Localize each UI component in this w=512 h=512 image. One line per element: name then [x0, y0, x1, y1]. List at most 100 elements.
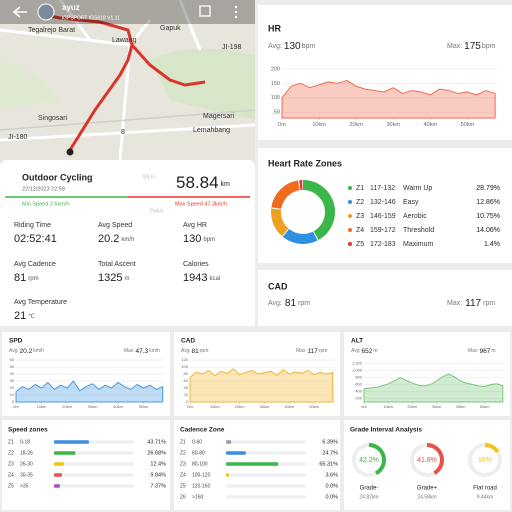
max-label: Max	[468, 348, 478, 354]
ring	[410, 443, 444, 477]
avg-stat: Avg 20.2km/h	[9, 348, 44, 355]
zone-range: 60-80	[192, 450, 205, 456]
share-button[interactable]	[199, 5, 211, 17]
zone-name: Z1	[180, 439, 186, 445]
cad-avg-label: Avg:	[268, 300, 282, 307]
zone-name: Z3	[180, 461, 186, 467]
map-label: JI-180	[8, 134, 28, 141]
y-tick-label: 400	[355, 389, 362, 394]
stat-label: Calories	[183, 261, 209, 268]
zone-name: Z4	[356, 227, 364, 234]
map-label: 8	[121, 129, 125, 136]
bar	[226, 451, 246, 455]
back-button[interactable]	[12, 6, 27, 18]
stat-value: 21	[14, 310, 26, 322]
bar-track	[226, 473, 306, 477]
zone-label: Easy	[403, 199, 419, 206]
x-tick-label: 20km	[349, 122, 363, 128]
zone-percent: 9.84%	[150, 472, 166, 478]
zone-percent: 6.39%	[322, 439, 338, 445]
bar-track	[54, 462, 134, 466]
menu-button	[234, 10, 238, 14]
x-tick-label: 0m	[361, 404, 367, 409]
stat: 1943 kcal	[183, 272, 220, 284]
zone-percent: 1.4%	[484, 241, 500, 248]
ring	[468, 443, 502, 477]
cad-title: CAD	[268, 281, 288, 291]
zone-range: 100-120	[192, 472, 211, 478]
max-label: Max	[296, 348, 306, 354]
ring-name: Grade-	[360, 486, 379, 492]
y-tick-label: 100	[271, 95, 280, 101]
activity: Outdoor Cycling	[22, 172, 93, 182]
cad-card	[258, 270, 512, 326]
avg-unit: rpm	[200, 348, 209, 354]
avg-unit: m	[373, 348, 377, 354]
avg-unit: km/h	[33, 348, 44, 354]
zone-range: 30-35	[20, 472, 33, 478]
y-tick-label: 0	[186, 399, 189, 404]
series-area	[189, 368, 334, 403]
stat-unit: m	[124, 276, 129, 282]
max-label: Max:	[447, 43, 462, 50]
zone-dot	[348, 214, 352, 218]
zone-dot	[348, 186, 352, 190]
chart-title: SPD	[9, 338, 23, 345]
datetime: 22/12/2023 22:59	[22, 186, 65, 192]
avg-value: 81	[192, 348, 200, 355]
chart-title: CAD	[181, 338, 195, 345]
bar-track	[54, 484, 134, 488]
bar	[54, 462, 64, 466]
zone-dot	[348, 242, 352, 246]
y-tick-label: 60	[10, 357, 15, 362]
route-end	[66, 148, 74, 156]
device-name: ayuz	[62, 3, 80, 12]
x-tick-label: 50km	[480, 404, 490, 409]
stat-value: 81	[14, 272, 26, 284]
zone-range: >35	[20, 483, 29, 489]
stat-label: Total Ascent	[98, 261, 136, 268]
hr-zones-title: Heart Rate Zones	[268, 158, 342, 168]
card-title: Speed zones	[8, 427, 48, 434]
stat-label: Riding Time	[14, 222, 51, 229]
bar-track	[226, 451, 306, 455]
bar	[54, 440, 89, 444]
y-tick-label: 30	[10, 378, 15, 383]
stat: 81 rpm	[14, 272, 39, 284]
map-road	[0, 109, 256, 131]
zone-name: Z3	[8, 461, 14, 467]
map-label: Lemahbang	[193, 127, 230, 134]
stat: 130 bpm	[183, 233, 215, 245]
menu-button[interactable]	[234, 5, 238, 9]
avg-label: Avg:	[268, 43, 282, 50]
avg-label: Avg	[351, 348, 360, 354]
y-tick-label: 20	[10, 385, 15, 390]
map-label: MLG	[143, 174, 155, 180]
zone-percent: 65.31%	[319, 461, 338, 467]
route	[44, 13, 206, 151]
hr-title: HR	[268, 23, 281, 33]
map-park	[150, 48, 255, 120]
zone-range: >160	[192, 494, 203, 500]
stat-value: 02:52:41	[14, 233, 57, 245]
x-tick-label: 40km	[113, 404, 123, 409]
map-label: Singosari	[38, 115, 68, 122]
ring-label: 42.2%	[359, 457, 379, 464]
zone-range: 80-100	[192, 461, 208, 467]
cad-avg-unit: rpm	[298, 300, 310, 307]
x-tick-label: 0m	[278, 122, 286, 128]
avatar	[37, 3, 55, 21]
zone-range: 0-18	[20, 439, 30, 445]
bar-track	[226, 495, 306, 499]
bar	[54, 484, 60, 488]
hr-card	[258, 5, 512, 140]
zone-percent: 10.75%	[476, 213, 500, 220]
ring-distance: 24.58km	[417, 494, 436, 500]
x-tick-label: 30km	[260, 404, 270, 409]
avg-stat: Avg: 130bpm	[268, 41, 315, 52]
zone-segment	[271, 180, 335, 244]
cad-avg: Avg: 81 rpm	[268, 298, 310, 309]
zone-label: Warm Up	[403, 185, 432, 192]
